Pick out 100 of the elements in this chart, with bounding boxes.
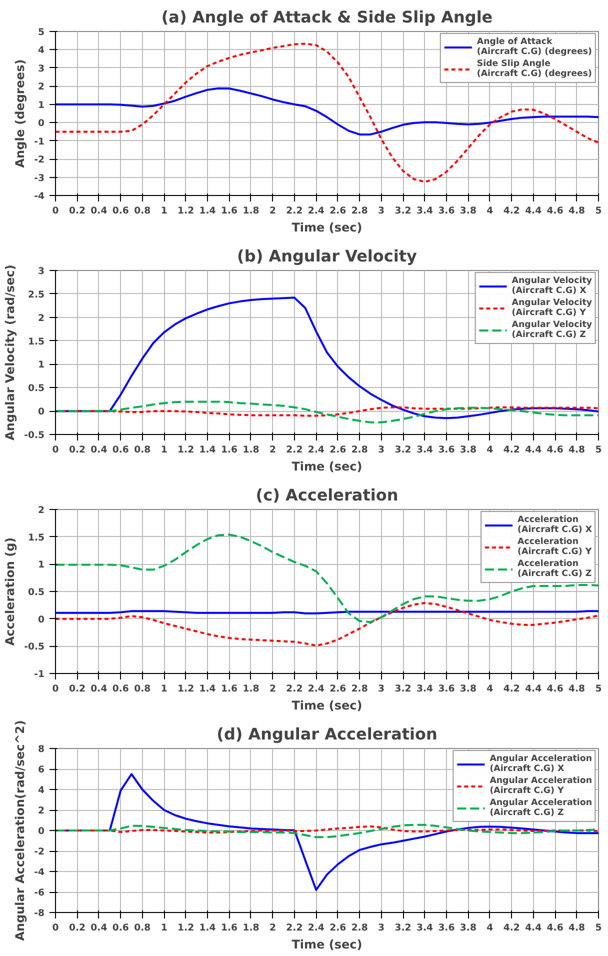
legend-label: Angular Acceleration (Aircraft C.G) Z <box>490 798 592 818</box>
x-tick-label: 4 <box>486 922 494 934</box>
x-tick-label: 5 <box>595 206 602 216</box>
x-tick-label: 0.8 <box>134 684 151 694</box>
y-axis-title: Angular Acceleration(rad/sec^2) <box>13 720 28 941</box>
x-tick-label: 2.6 <box>330 444 346 456</box>
x-tick-label: 2.4 <box>308 922 325 934</box>
x-tick-label: 0.8 <box>134 444 151 456</box>
y-tick-label: 0 <box>38 406 46 418</box>
x-tick-label: 1 <box>160 922 168 934</box>
x-tick-label: 1.4 <box>199 684 216 694</box>
x-tick-label: 0.8 <box>134 206 151 216</box>
x-tick-label: 4.2 <box>503 444 520 456</box>
x-tick-label: 3.4 <box>416 684 434 694</box>
y-tick-label: 1 <box>38 360 45 371</box>
x-tick-label: 2.6 <box>330 206 346 216</box>
x-axis-title: Time (sec) <box>292 460 362 474</box>
x-tick-label: 4.4 <box>525 444 542 456</box>
x-tick-label: 1.6 <box>221 684 238 694</box>
x-tick-label: 2.2 <box>286 922 303 934</box>
x-tick-label: 0.8 <box>134 922 151 934</box>
x-tick-label: 2.8 <box>351 444 368 456</box>
x-tick-label: 3.4 <box>416 444 434 456</box>
y-tick-label: 2 <box>38 82 45 93</box>
x-tick-label: 3.6 <box>438 206 455 216</box>
x-tick-label: 0.6 <box>112 922 129 934</box>
x-tick-label: 5 <box>595 444 602 456</box>
x-tick-label: 2.2 <box>286 444 303 456</box>
x-tick-label: 0 <box>52 444 60 456</box>
x-tick-label: 0.2 <box>68 444 86 456</box>
x-tick-label: 1.6 <box>221 922 238 934</box>
legend-label: Side Slip Angle (Aircraft C.G) (degrees) <box>476 59 592 79</box>
x-tick-label: 2 <box>269 684 276 694</box>
x-tick-label: 3 <box>378 206 385 216</box>
legend-label: Angular Acceleration (Aircraft C.G) X <box>490 754 592 774</box>
y-tick-label: -4 <box>34 191 46 202</box>
y-tick-label: -1 <box>34 669 45 680</box>
x-tick-label: 3.8 <box>460 922 476 934</box>
x-tick-label: 4.4 <box>525 922 542 934</box>
x-tick-label: 4.2 <box>503 684 520 694</box>
x-tick-label: 1.8 <box>242 684 260 694</box>
legend-label: Angular Velocity (Aircraft C.G) Y <box>512 298 592 318</box>
x-tick-label: 1.4 <box>199 444 216 456</box>
legend-label: Angle of Attack (Aircraft C.G) (degrees) <box>476 37 592 57</box>
x-tick-label: 4.8 <box>568 684 586 694</box>
legend-label: Acceleration (Aircraft C.G) X <box>518 515 592 535</box>
x-tick-label: 2.8 <box>351 922 368 934</box>
x-tick-label: 1.2 <box>178 684 194 694</box>
chart-title: (c) Acceleration <box>256 486 398 504</box>
x-tick-label: 4.4 <box>525 206 542 216</box>
x-tick-label: 4.6 <box>546 444 564 456</box>
x-tick-label: 3 <box>378 922 385 934</box>
x-tick-label: 1.2 <box>178 206 194 216</box>
x-tick-label: 0 <box>52 684 60 694</box>
y-tick-label: -8 <box>34 908 45 919</box>
x-tick-label: 1.2 <box>178 444 194 456</box>
x-tick-label: 0.4 <box>90 684 108 694</box>
x-tick-label: 4.8 <box>568 922 586 934</box>
x-tick-label: 2.6 <box>330 684 346 694</box>
x-tick-label: 4 <box>486 206 494 216</box>
x-tick-label: 1 <box>160 684 168 694</box>
x-tick-label: 0.4 <box>90 444 108 456</box>
y-tick-label: 4 <box>38 785 46 796</box>
y-tick-label: 0.5 <box>28 587 45 598</box>
x-tick-label: 3 <box>378 684 385 694</box>
x-tick-label: 1.4 <box>199 206 216 216</box>
x-tick-label: 3.2 <box>394 684 412 694</box>
x-tick-label: 4.8 <box>568 444 586 456</box>
x-tick-label: 2.8 <box>351 684 368 694</box>
x-axis-title: Time (sec) <box>292 220 362 234</box>
y-tick-label: -4 <box>34 867 46 878</box>
x-tick-label: 0.6 <box>112 684 129 694</box>
legend-label: Acceleration (Aircraft C.G) Z <box>518 559 592 579</box>
x-tick-label: 4.6 <box>546 684 564 694</box>
x-tick-label: 0.4 <box>90 922 108 934</box>
x-tick-label: 0 <box>52 206 60 216</box>
x-tick-label: 3.8 <box>460 444 476 456</box>
legend-label: Angular Velocity (Aircraft C.G) X <box>512 276 592 296</box>
y-tick-label: -2 <box>34 846 45 858</box>
y-axis-title: Angle (degrees) <box>13 59 28 168</box>
x-tick-label: 1.8 <box>242 444 260 456</box>
y-tick-label: 5 <box>38 27 45 38</box>
x-tick-label: 2.4 <box>308 684 325 694</box>
x-axis-title: Time (sec) <box>292 938 362 952</box>
y-tick-label: 2 <box>38 806 45 816</box>
x-tick-label: 1.4 <box>199 922 216 934</box>
chart-title: (d) Angular Acceleration <box>216 724 438 744</box>
y-axis-title: Acceleration (g) <box>3 537 18 646</box>
x-tick-label: 1 <box>160 444 168 456</box>
x-tick-label: 2.4 <box>308 206 325 216</box>
x-tick-label: 4 <box>486 684 494 694</box>
y-tick-label: 6 <box>38 764 45 776</box>
x-tick-label: 0.2 <box>68 684 86 694</box>
line-series <box>56 534 598 624</box>
x-tick-label: 1.6 <box>221 206 238 216</box>
y-tick-label: 0 <box>38 614 46 626</box>
x-tick-label: 2.4 <box>308 444 325 456</box>
line-series <box>56 400 598 424</box>
x-tick-label: 2.6 <box>330 922 346 934</box>
line-series <box>56 602 598 647</box>
